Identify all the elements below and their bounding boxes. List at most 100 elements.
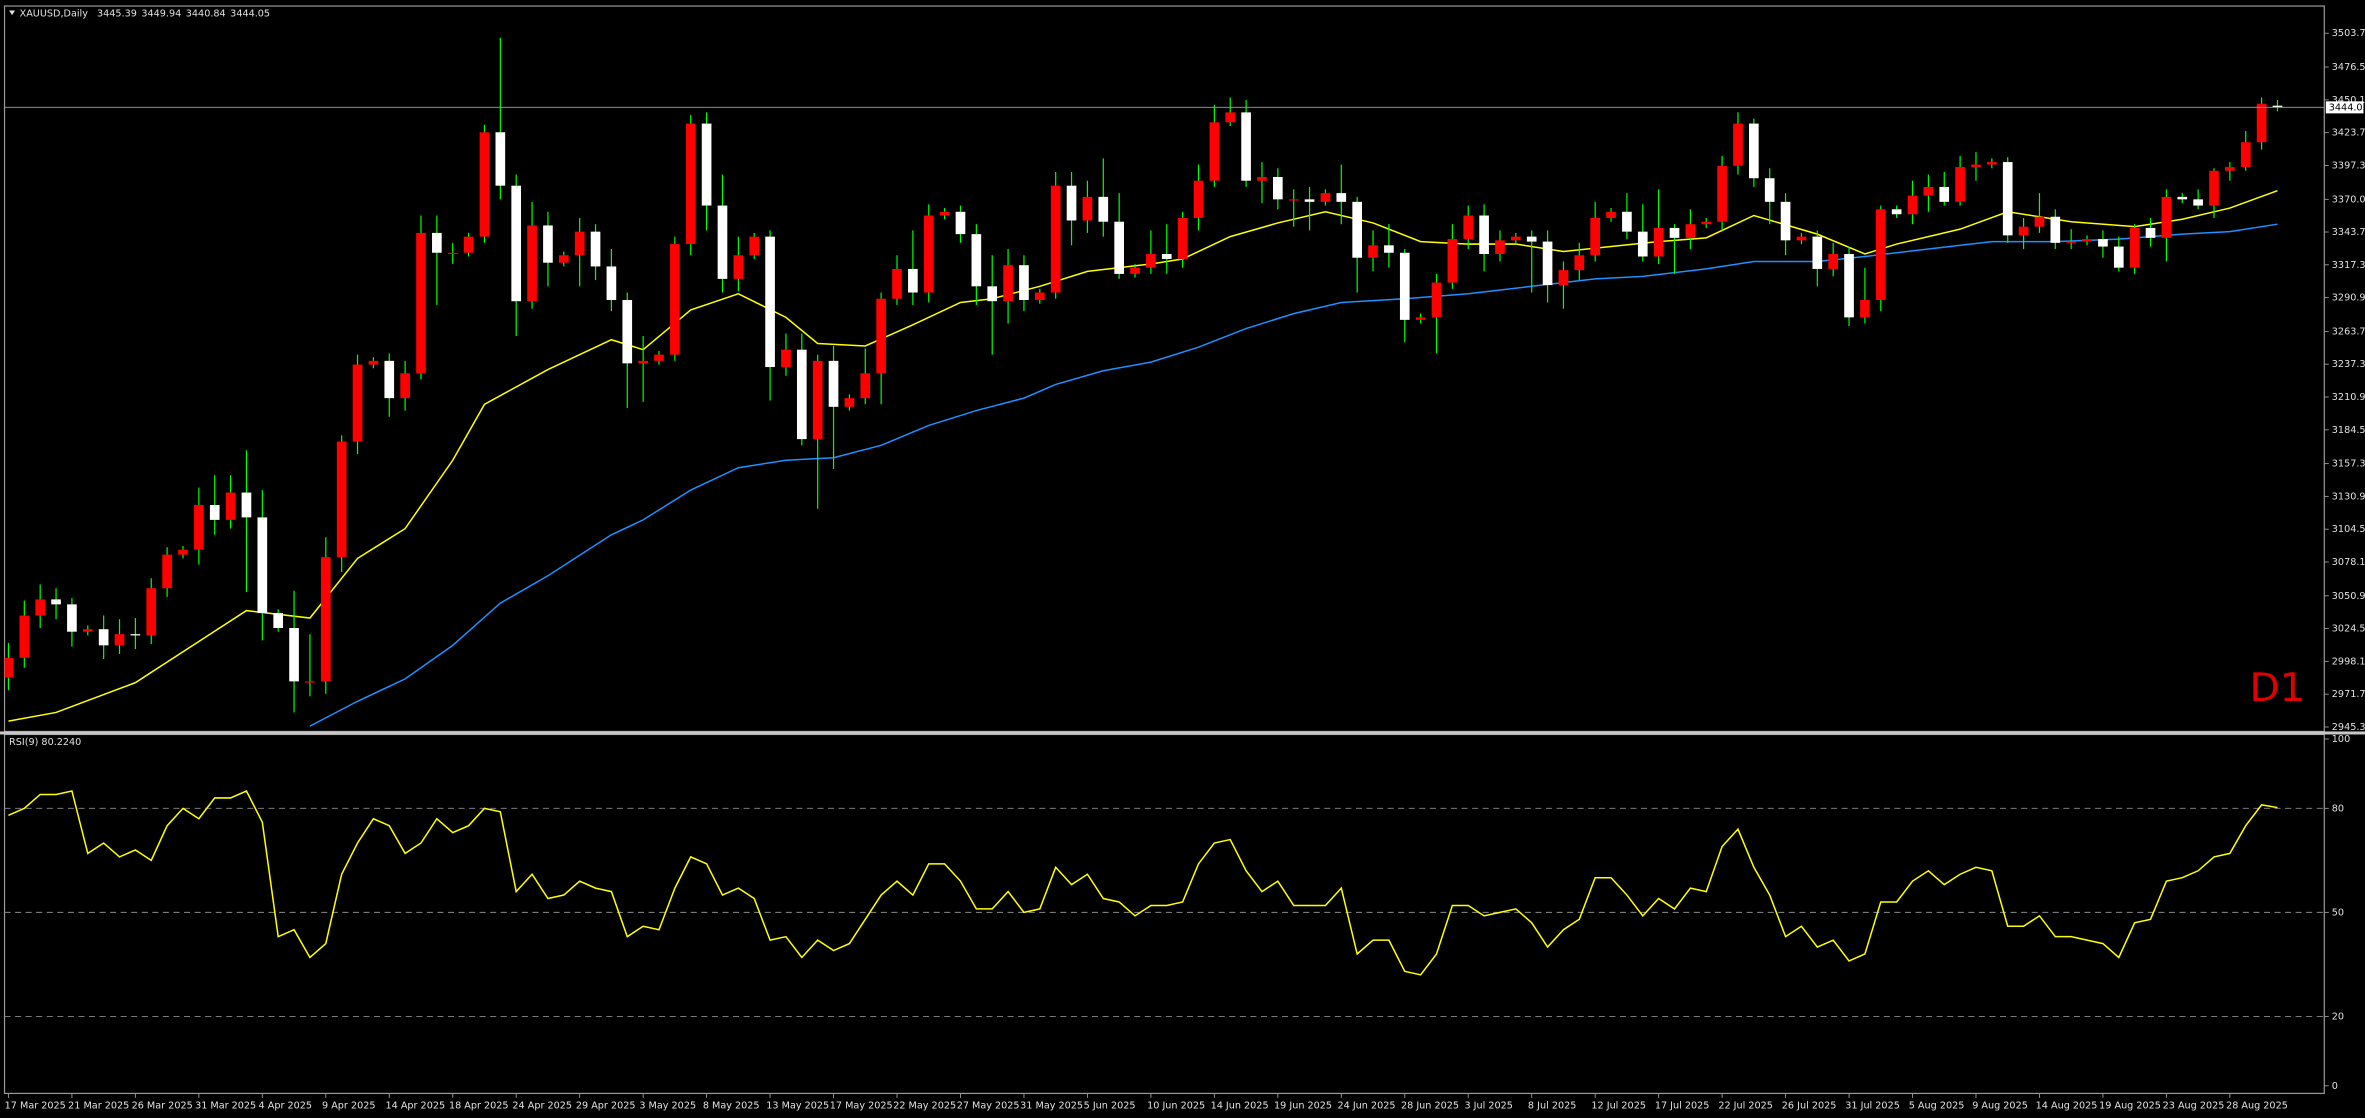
candle-body: [2161, 196, 2172, 238]
candle-body: [1622, 211, 1632, 232]
x-tick-label: 9 Apr 2025: [322, 1100, 375, 1111]
x-tick-label: 23 Aug 2025: [2163, 1100, 2225, 1111]
candle-body: [1939, 186, 1950, 202]
candle-body: [1415, 317, 1426, 320]
x-tick-label: 28 Aug 2025: [2226, 1100, 2288, 1111]
candle-body: [82, 629, 93, 632]
symbol-title: XAUUSD,Daily: [20, 9, 89, 20]
candle-body: [1177, 217, 1188, 259]
rsi-plot: [4, 790, 2325, 1017]
x-tick-label: 24 Apr 2025: [512, 1100, 572, 1111]
y-tick-label: 3157.30: [2332, 459, 2365, 470]
candle-body: [352, 364, 363, 442]
y-tick-label: 3476.50: [2332, 62, 2365, 73]
candle-body: [1685, 224, 1696, 238]
candle-body: [1907, 195, 1918, 215]
candle-body: [257, 517, 268, 614]
candle-body: [796, 349, 807, 440]
candle-body: [987, 286, 998, 302]
candle-body: [2002, 162, 2013, 236]
candle-body: [1146, 254, 1156, 268]
candle-body: [654, 354, 664, 361]
candle-body: [384, 360, 395, 399]
y-tick-label: 3130.90: [2332, 491, 2365, 502]
x-tick-label: 17 May 2025: [830, 1100, 893, 1111]
header-low: 3440.84: [186, 9, 226, 20]
candle-body: [1479, 215, 1489, 255]
candle-body: [1384, 245, 1394, 253]
y-tick-label: 3290.90: [2332, 293, 2365, 304]
candle-body: [1304, 199, 1315, 202]
candle-body: [1368, 245, 1378, 258]
menu-triangle[interactable]: [9, 10, 16, 16]
x-tick-label: 18 Apr 2025: [449, 1100, 509, 1111]
candle-body: [1606, 211, 1616, 218]
last-price-label: 3444.05: [2329, 102, 2365, 113]
main-plot: [4, 37, 2325, 727]
x-tick-label: 17 Jul 2025: [1655, 1100, 1710, 1111]
candle-body: [2098, 239, 2108, 247]
candle-body: [194, 504, 204, 550]
x-tick-label: 14 Apr 2025: [385, 1100, 445, 1111]
candle-body: [2018, 226, 2029, 236]
candle-body: [241, 492, 252, 518]
candle-body: [1130, 267, 1140, 274]
x-tick-label: 31 May 2025: [1020, 1100, 1083, 1111]
candle-body: [305, 681, 315, 683]
candle-body: [749, 236, 760, 256]
candle-body: [273, 613, 284, 628]
candle-body: [1542, 241, 1553, 286]
candle-body: [1431, 282, 1442, 318]
candle-body: [400, 373, 410, 399]
header-open: 3445.39: [97, 9, 137, 20]
y-tick-label: 80: [2332, 803, 2344, 814]
candle-body: [1717, 165, 1727, 222]
x-tick-label: 3 Jul 2025: [1464, 1100, 1512, 1111]
candle-body: [606, 266, 617, 300]
candle-body: [590, 231, 601, 267]
y-tick-label: 3024.50: [2332, 624, 2365, 635]
candle-body: [2145, 227, 2156, 238]
candle-body: [1558, 270, 1569, 286]
candle-body: [2177, 196, 2188, 200]
candle-body: [844, 398, 855, 407]
candle-body: [622, 299, 633, 364]
y-tick-label: 2998.10: [2332, 656, 2365, 667]
moving-average: [309, 223, 2278, 727]
candle-body: [368, 360, 379, 365]
candle-body: [923, 215, 934, 293]
candle-body: [1336, 193, 1347, 202]
candle-body: [4, 657, 14, 678]
candle-body: [1574, 255, 1585, 271]
candle-body: [1463, 215, 1474, 240]
candle-body: [130, 634, 141, 636]
candle-body: [1241, 112, 1251, 181]
x-tick-label: 19 Jun 2025: [1274, 1100, 1332, 1111]
candle-body: [2050, 216, 2061, 243]
y-tick-label: 3503.70: [2332, 28, 2365, 39]
candle-body: [511, 185, 522, 302]
candle-body: [1082, 196, 1093, 221]
x-tick-label: 9 Aug 2025: [1972, 1100, 2028, 1111]
candle-body: [1352, 201, 1362, 258]
rsi-panel-frame: [3, 733, 2325, 1095]
y-tick-label: 3450.10: [2332, 95, 2365, 106]
candle-body: [289, 627, 299, 682]
candle-body: [67, 604, 77, 632]
candle-body: [1399, 252, 1410, 320]
x-tick-label: 5 Aug 2025: [1909, 1100, 1965, 1111]
candle-body: [1828, 254, 1839, 269]
candle-body: [892, 268, 902, 299]
y-tick-label: 3370.00: [2332, 194, 2365, 205]
candle-body: [701, 123, 712, 206]
x-tick-label: 14 Aug 2025: [2036, 1100, 2098, 1111]
candle-body: [1653, 227, 1664, 257]
candle-body: [1511, 236, 1521, 241]
candle-body: [2129, 227, 2140, 268]
candle-body: [320, 557, 331, 682]
x-tick-label: 17 Mar 2025: [5, 1100, 66, 1111]
candle-body: [447, 252, 458, 254]
candle-body: [1812, 236, 1823, 269]
